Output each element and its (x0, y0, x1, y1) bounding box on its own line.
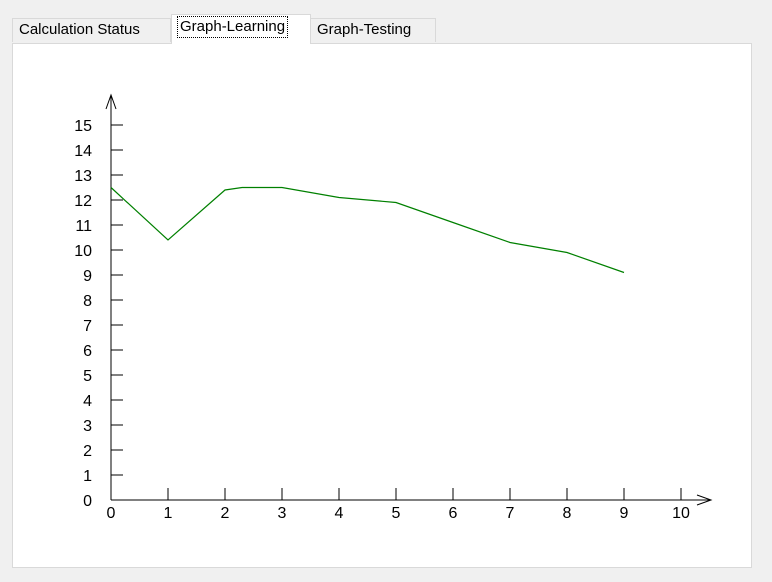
x-tick-label: 7 (506, 505, 515, 522)
tab-calculation-status[interactable]: Calculation Status (12, 18, 171, 42)
y-tick-label: 0 (83, 493, 92, 510)
y-tick-label: 5 (83, 368, 92, 385)
tab-label: Graph-Testing (317, 21, 412, 38)
y-tick-label: 6 (83, 343, 92, 360)
x-tick-label: 1 (164, 505, 173, 522)
y-tick-label: 9 (83, 268, 92, 285)
x-tick-label: 0 (107, 505, 116, 522)
x-tick-label: 5 (392, 505, 401, 522)
x-tick-label: 6 (449, 505, 458, 522)
y-tick-label: 4 (83, 393, 92, 410)
y-tick-label: 11 (75, 218, 92, 235)
y-tick-label: 7 (83, 318, 92, 335)
x-tick-label: 2 (221, 505, 230, 522)
tab-label: Calculation Status (19, 21, 140, 38)
y-tick-label: 10 (74, 243, 92, 260)
x-tick-label: 9 (620, 505, 629, 522)
x-tick-label: 4 (335, 505, 344, 522)
x-tick-label: 3 (278, 505, 287, 522)
y-tick-label: 1 (83, 468, 92, 485)
x-tick-label: 10 (672, 505, 690, 522)
x-tick-label: 8 (563, 505, 572, 522)
y-tick-label: 8 (83, 293, 92, 310)
y-tick-label: 3 (83, 418, 92, 435)
y-tick-label: 2 (83, 443, 92, 460)
y-tick-label: 14 (74, 143, 92, 160)
y-tick-label: 12 (74, 193, 92, 210)
tab-graph-learning[interactable]: Graph-Learning (171, 14, 311, 44)
series-line (110, 186, 625, 274)
y-axis-arrow (105, 93, 117, 110)
y-tick-label: 13 (74, 168, 92, 185)
tab-label: Graph-Learning (176, 16, 289, 38)
y-tick-label: 15 (74, 118, 92, 135)
tab-graph-testing[interactable]: Graph-Testing (310, 18, 436, 42)
x-axis-arrow (696, 494, 713, 506)
tab-panel: 0 1 2 3 4 5 6 7 8 9 10 0 1 2 3 4 5 6 7 8 9 10 11 12 13 14 15 (12, 43, 752, 568)
